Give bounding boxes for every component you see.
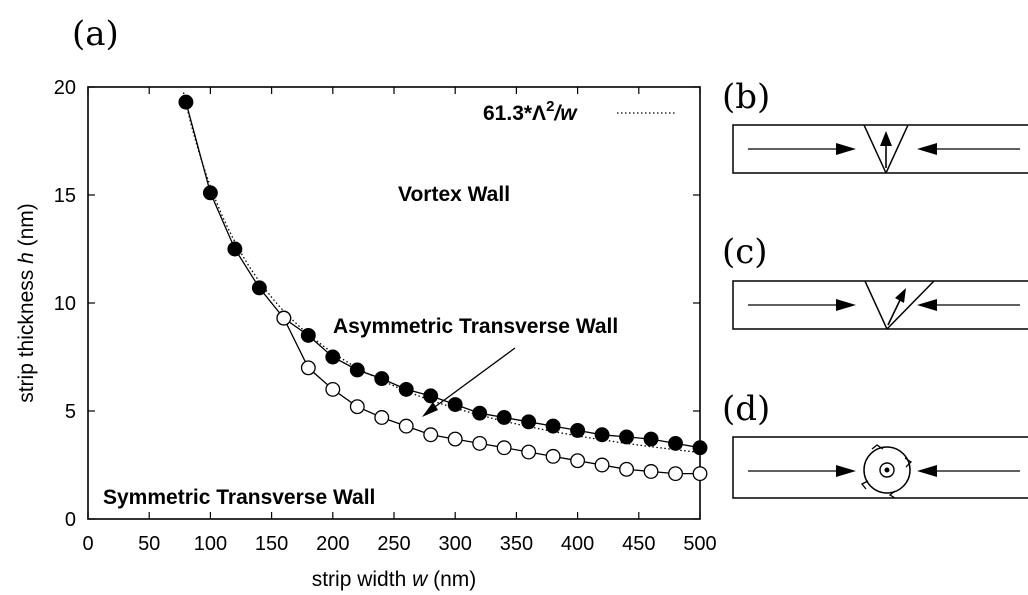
data-point-open [668,466,683,482]
x-tick-label: 350 [500,533,533,555]
data-point-open [619,461,635,477]
data-point-filled [202,185,218,201]
annotation-arrow [427,347,516,413]
y-tick-label: 0 [65,509,76,531]
data-point-open [349,399,365,415]
strip-d [732,436,1028,499]
data-point-filled [325,349,341,365]
panel-d-label: (d) [722,389,770,429]
data-point-filled [594,427,610,443]
data-point-filled [398,381,414,397]
x-tick-label: 450 [622,533,655,555]
data-point-filled [692,440,708,456]
data-point-filled [178,94,194,110]
data-point-open [496,440,512,456]
arrow-right-icon [836,299,856,311]
data-point-filled [521,414,537,430]
data-point-open [374,410,390,425]
arrow-left-icon [917,465,937,477]
x-tick-label: 400 [561,533,594,555]
x-axis-label: strip width w (nm) [312,568,477,591]
x-tick-label: 250 [377,533,410,555]
data-point-filled [570,422,586,438]
fit-curve-dotted [182,92,701,454]
data-point-filled [423,388,439,404]
vortex-circle [863,446,911,494]
data-point-open [398,418,414,434]
series-open-line [283,317,700,475]
axis-ticks: 0 50 100 150 200 250 300 350 400 450 500 0 5 10 15 20 [54,77,717,555]
vortex-core-icon [884,467,890,473]
x-tick-label: 200 [316,533,349,555]
data-point-open [423,427,439,443]
data-point-filled [545,418,561,434]
x-tick-label: 0 [82,533,93,555]
legend-label: 61.3*Λ2/w [483,98,578,125]
y-tick-label: 15 [54,185,76,207]
arrow-left-icon [917,299,937,311]
data-point-open [692,466,708,482]
panel-b-label: (b) [722,77,770,117]
data-point-open [570,453,586,469]
annotation-asymmetric-transverse-wall: Asymmetric Transverse Wall [333,315,618,338]
arrow-right-icon [836,143,856,155]
x-tick-label: 50 [138,533,160,555]
x-tick-label: 100 [194,533,227,555]
y-axis-label: strip thickness h (nm) [15,203,38,403]
arrow-left-icon [917,143,937,155]
data-point-filled [251,280,267,296]
data-point-open [276,310,292,326]
panel-a-label: (a) [72,14,119,54]
annotation-arrowhead [422,402,438,417]
strip-c [732,280,1028,330]
data-point-open [545,448,561,464]
panel-c-diagram [732,280,1028,330]
data-point-filled [349,362,365,378]
panel-b-diagram [732,124,1028,174]
data-point-open [300,360,316,376]
data-point-open [325,381,341,397]
data-point-open [521,444,537,460]
data-point-open [447,431,463,447]
arrow-diagonal-icon [895,288,906,303]
data-point-filled [472,405,488,421]
data-point-filled [227,241,243,257]
data-point-filled [668,435,683,451]
x-tick-label: 150 [255,533,288,555]
annotation-symmetric-transverse-wall: Symmetric Transverse Wall [103,486,375,509]
plot-frame [87,86,701,520]
panel-c-label: (c) [722,232,768,272]
data-point-open [643,464,659,479]
data-point-filled [496,410,512,425]
y-tick-label: 10 [54,293,76,315]
series-filled-line [185,101,701,449]
data-point-filled [300,327,316,343]
data-point-open [594,457,610,473]
x-tick-label: 500 [683,533,716,555]
y-tick-label: 5 [65,401,76,423]
annotation-vortex-wall: Vortex Wall [398,183,510,206]
strip-b [732,124,1028,174]
data-point-filled [619,429,635,445]
x-tick-label: 300 [439,533,472,555]
y-tick-label: 20 [54,77,76,99]
plot-markers [178,94,708,482]
data-point-open [472,435,488,451]
data-point-filled [374,371,390,387]
arrow-right-icon [836,465,856,477]
arrow-up-icon [880,131,892,146]
data-point-filled [643,431,659,447]
data-point-filled [447,397,463,412]
panel-d-diagram [732,436,1028,499]
